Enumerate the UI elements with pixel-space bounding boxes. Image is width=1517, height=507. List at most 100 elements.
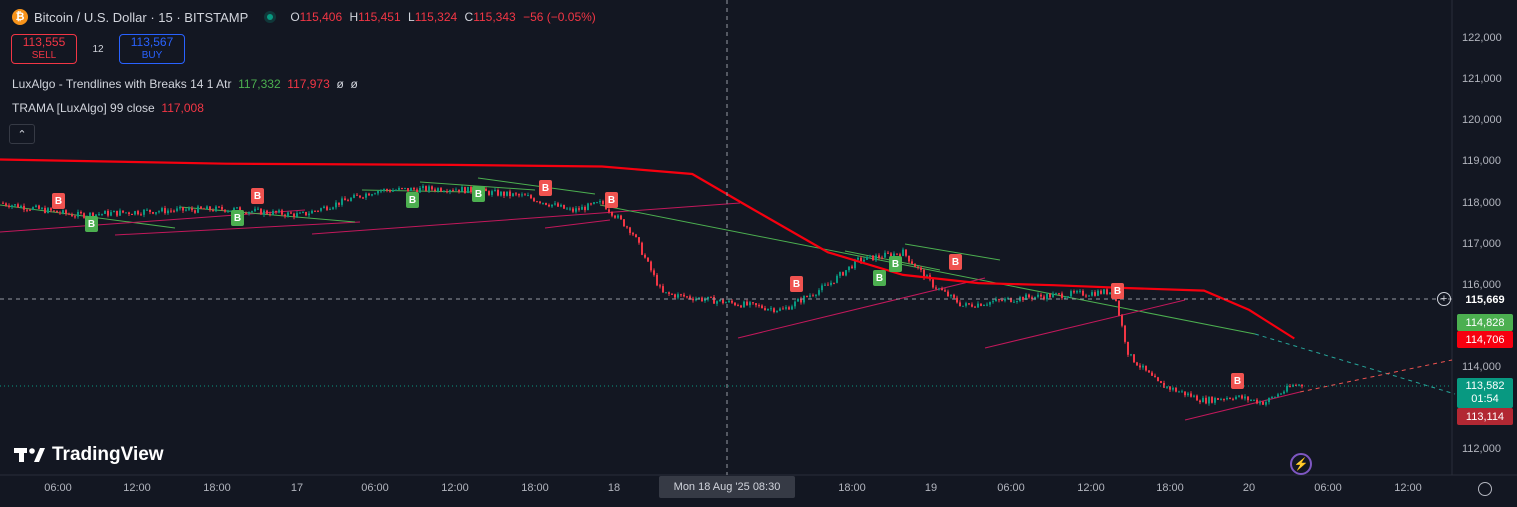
y-tick: 122,000 (1462, 32, 1502, 44)
candle-body (980, 303, 982, 306)
trama-label: 114,706 (1457, 331, 1513, 348)
candle-body (554, 203, 556, 205)
candle-body (770, 308, 772, 310)
candle-body (842, 272, 844, 276)
x-tick: 06:00 (361, 482, 389, 494)
candle-body (1268, 397, 1270, 403)
candle-body (1178, 391, 1180, 393)
candle-body (602, 201, 604, 204)
candle-body (125, 212, 127, 214)
candle-body (431, 186, 433, 190)
candle-body (464, 187, 466, 194)
sell-signal-marker: B (605, 192, 618, 208)
candle-body (839, 272, 841, 276)
candle-body (860, 257, 862, 262)
chart-settings-icon[interactable] (1478, 482, 1492, 496)
candle-body (512, 193, 514, 197)
collapse-legend-button[interactable]: ⌃ (9, 124, 35, 144)
candle-body (1043, 296, 1045, 300)
buy-signal-marker: B (873, 270, 886, 286)
candle-body (359, 195, 361, 198)
candle-body (335, 202, 337, 208)
candle-body (1229, 397, 1231, 399)
lightning-icon[interactable]: ⚡ (1290, 453, 1312, 475)
x-tick: 12:00 (123, 482, 151, 494)
candle-body (110, 212, 112, 216)
x-tick: 12:00 (441, 482, 469, 494)
candle-body (62, 210, 64, 214)
candle-body (665, 292, 667, 294)
buy-button[interactable]: 113,567 BUY (119, 34, 185, 64)
y-tick: 121,000 (1462, 73, 1502, 85)
candle-body (224, 209, 226, 212)
candle-body (650, 261, 652, 271)
candle-body (596, 202, 598, 204)
candle-body (968, 303, 970, 305)
sell-button[interactable]: 113,555 SELL (11, 34, 77, 64)
candle-body (635, 234, 637, 238)
candle-body (212, 210, 214, 212)
candle-body (1127, 341, 1129, 355)
candle-body (893, 253, 895, 257)
candle-body (824, 284, 826, 286)
candle-body (146, 209, 148, 211)
candle-body (1211, 397, 1213, 403)
candle-body (680, 294, 682, 296)
x-tick: 12:00 (1077, 482, 1105, 494)
candle-body (1004, 298, 1006, 301)
candle-body (794, 301, 796, 307)
candle-body (758, 305, 760, 307)
candle-body (1142, 365, 1144, 368)
indicator-trendlines[interactable]: LuxAlgo - Trendlines with Breaks 14 1 At… (12, 77, 358, 91)
x-tick: 18:00 (1156, 482, 1184, 494)
add-alert-icon[interactable]: + (1437, 292, 1451, 306)
candle-body (647, 257, 649, 262)
candle-body (1100, 290, 1102, 294)
candle-body (11, 205, 13, 208)
candle-body (728, 300, 730, 303)
y-tick: 119,000 (1462, 155, 1501, 167)
candle-body (374, 193, 376, 195)
candle-body (1223, 399, 1225, 401)
symbol-title[interactable]: Bitcoin / U.S. Dollar · 15 · BITSTAMP (34, 9, 249, 25)
candle-body (797, 298, 799, 302)
candle-body (356, 194, 358, 196)
candle-body (1052, 293, 1054, 298)
candle-body (1271, 397, 1273, 399)
candle-body (275, 210, 277, 213)
candle-body (389, 190, 391, 192)
candle-body (1247, 396, 1249, 401)
candle-body (287, 212, 289, 217)
x-tick: 17 (290, 482, 304, 494)
candle-body (1022, 296, 1024, 301)
candle-body (257, 208, 259, 210)
candle-body (608, 209, 610, 212)
trendline-projection (1299, 359, 1453, 393)
candle-body (227, 210, 229, 212)
trendline (311, 202, 741, 235)
upper-trend-label: 114,828 (1457, 314, 1513, 331)
market-status-icon[interactable] (264, 11, 277, 23)
candle-body (71, 214, 73, 217)
candle-body (200, 206, 202, 209)
candle-body (1193, 395, 1195, 397)
low-value: 115,324 (414, 10, 458, 24)
candle-body (821, 285, 823, 291)
candle-body (1250, 399, 1252, 401)
trade-panel: 113,555 SELL 12 113,567 BUY (11, 34, 185, 64)
indicator-trama[interactable]: TRAMA [LuxAlgo] 99 close 117,008 (12, 101, 204, 115)
candle-body (368, 193, 370, 196)
candle-body (734, 302, 736, 306)
candle-body (1232, 398, 1234, 400)
x-tick: 12:00 (1394, 482, 1422, 494)
candle-body (395, 189, 397, 191)
tradingview-logo[interactable]: TradingView (14, 444, 164, 466)
candle-body (845, 270, 847, 276)
candle-body (641, 242, 643, 255)
x-tick: 06:00 (44, 482, 72, 494)
candle-body (1094, 292, 1096, 296)
candle-body (989, 302, 991, 305)
candle-body (629, 227, 631, 233)
x-tick: 18 (607, 482, 621, 494)
candle-body (272, 210, 274, 215)
